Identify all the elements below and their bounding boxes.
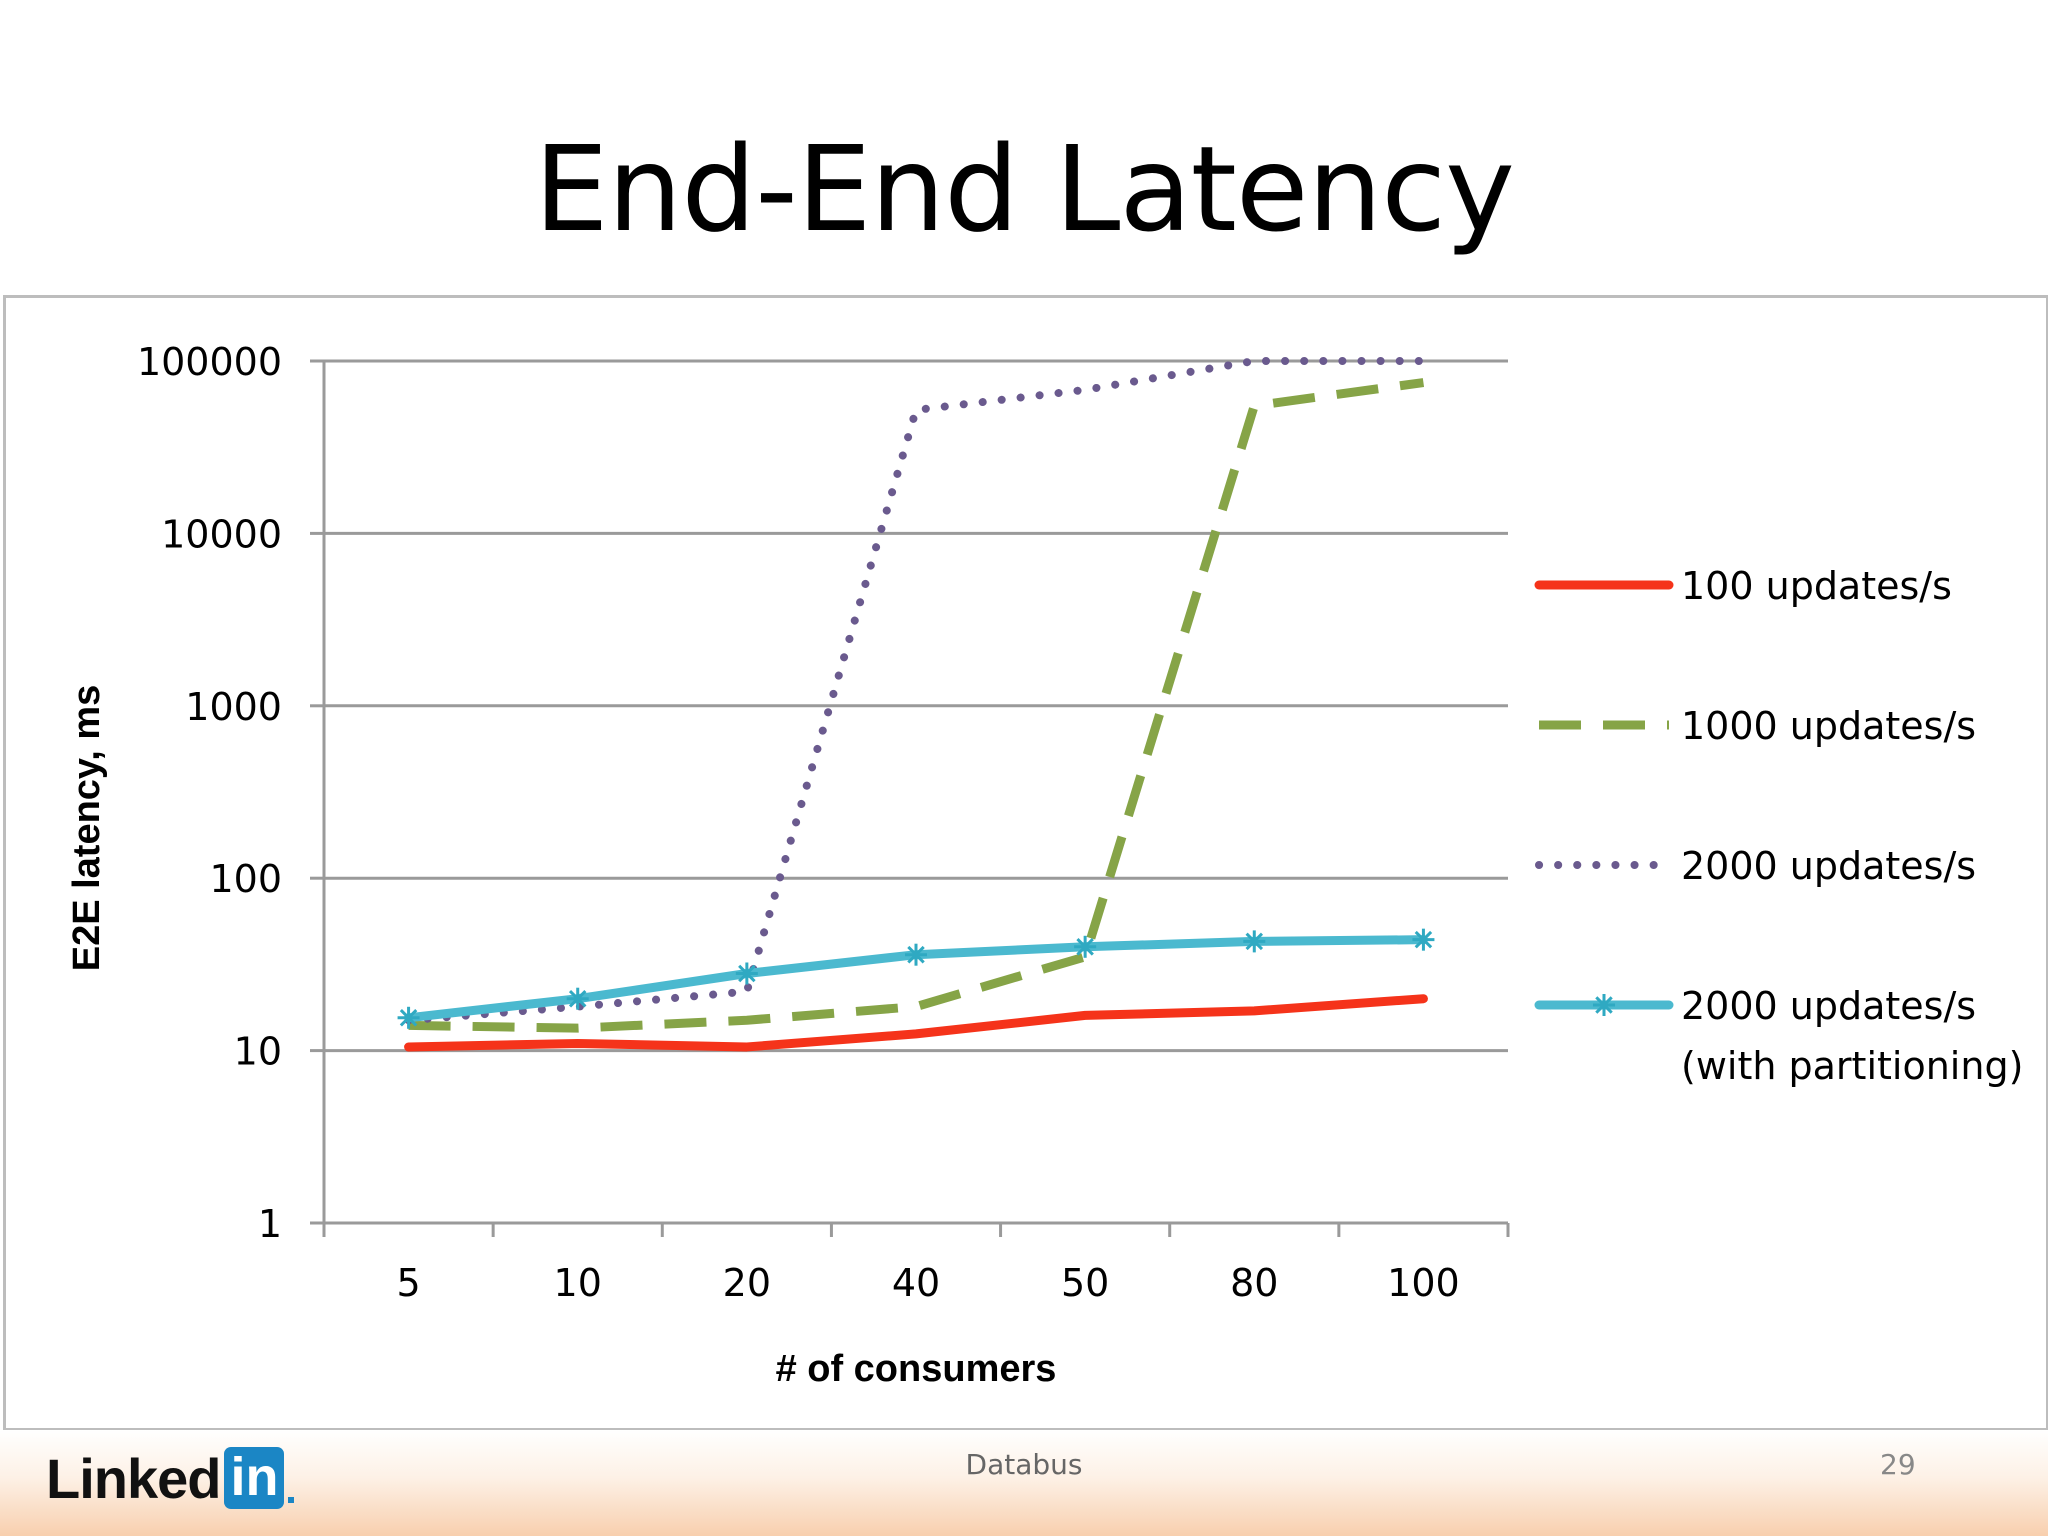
legend-label-3: 2000 updates/s — [1681, 844, 1976, 888]
star-marker — [905, 943, 927, 966]
star-marker — [1593, 994, 1615, 1016]
legend: 100 updates/s 1000 updates/s 2000 updates/… — [1534, 564, 2023, 1088]
footer-label: Databus — [965, 1448, 1083, 1481]
star-marker — [1243, 930, 1266, 953]
logo-text: Linked — [46, 1446, 221, 1510]
x-tick-label: 80 — [1230, 1261, 1278, 1305]
x-tick-label: 100 — [1387, 1261, 1460, 1305]
x-tick-label: 5 — [396, 1261, 420, 1305]
series-line-3 — [404, 357, 1428, 1025]
legend-label-4: 2000 updates/s — [1681, 984, 1976, 1028]
x-tick-label: 20 — [723, 1261, 771, 1305]
star-marker — [1074, 935, 1097, 958]
star-marker — [397, 1006, 420, 1029]
y-tick-label: 10 — [234, 1030, 282, 1074]
latency-chart: 1 10 100 1000 10000 100000 5 10 20 40 50 80 100 100 … — [66, 340, 2023, 1390]
star-marker — [1412, 928, 1435, 951]
linkedin-logo: Linked in — [46, 1446, 295, 1510]
chart-frame: 1 10 100 1000 10000 100000 5 10 20 40 50 80 100 100 … — [3, 295, 2048, 1431]
series-lines — [397, 357, 1435, 1052]
y-tick-label: 100000 — [137, 340, 282, 384]
axes: 1 10 100 1000 10000 100000 5 10 20 40 50 80 100 — [137, 340, 1510, 1305]
logo-dot — [288, 1497, 295, 1503]
grid-lines — [324, 359, 1508, 1053]
legend-label-2: 1000 updates/s — [1681, 704, 1976, 748]
star-marker — [735, 962, 758, 985]
y-tick-label: 1 — [258, 1202, 282, 1246]
series-line-2 — [408, 378, 1425, 1033]
legend-label-4-line2: (with partitioning) — [1681, 1044, 2023, 1088]
star-marker — [566, 987, 589, 1010]
legend-label-1: 100 updates/s — [1681, 564, 1952, 608]
x-tick-label: 10 — [554, 1261, 602, 1305]
logo-in-box: in — [224, 1447, 285, 1509]
y-tick-label: 1000 — [185, 685, 282, 729]
y-axis-label: E2E latency, ms — [66, 685, 108, 972]
slide-title: End-End Latency — [534, 120, 1515, 258]
footer-bar — [0, 1430, 2048, 1536]
y-tick-label: 10000 — [161, 512, 282, 556]
y-tick-label: 100 — [209, 857, 282, 901]
x-tick-label: 50 — [1061, 1261, 1109, 1305]
series-line-1 — [404, 994, 1428, 1052]
page-number: 29 — [1880, 1448, 1916, 1481]
x-axis-label: # of consumers — [776, 1348, 1057, 1390]
x-tick-label: 40 — [892, 1261, 940, 1305]
